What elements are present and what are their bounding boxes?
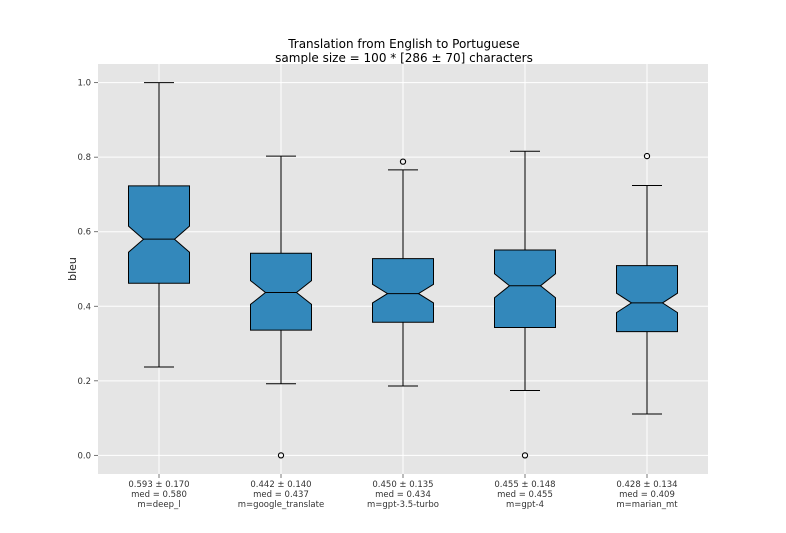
outlier-point [399, 158, 407, 165]
notched-box [616, 265, 678, 333]
x-tick-label: m=marian_mt [616, 500, 678, 510]
x-tick-label: m=gpt-4 [506, 500, 544, 510]
x-tick-label: med = 0.409 [619, 490, 675, 500]
x-tick-label: med = 0.455 [497, 490, 553, 500]
notched-box [372, 258, 434, 323]
notched-box [128, 185, 190, 284]
x-tick-label: 0.442 ± 0.140 [250, 480, 311, 490]
y-tick-label: 1.0 [77, 79, 91, 89]
y-tick-label: 0.0 [77, 451, 91, 461]
x-tick-label: 0.593 ± 0.170 [128, 480, 189, 490]
outlier-point [277, 452, 285, 459]
y-tick-label: 0.6 [77, 228, 91, 238]
box-4 [616, 152, 678, 415]
notched-box [494, 249, 556, 328]
x-tick-label: 0.450 ± 0.135 [372, 480, 433, 490]
y-axis-ticks: 0.0 0.2 0.4 0.6 0.8 1.0 [77, 79, 98, 461]
x-tick-label: 0.455 ± 0.148 [494, 480, 555, 490]
outlier-point [521, 452, 529, 459]
box-3 [494, 150, 556, 459]
box-1 [250, 155, 312, 459]
y-axis-label: bleu [66, 257, 79, 281]
box-2 [372, 158, 434, 387]
y-tick-label: 0.4 [77, 302, 91, 312]
notched-box [250, 252, 312, 331]
x-tick-label: med = 0.434 [375, 490, 431, 500]
x-tick-label: 0.428 ± 0.134 [616, 480, 677, 490]
boxes [128, 82, 678, 459]
x-tick-label: med = 0.580 [131, 490, 187, 500]
y-tick-label: 0.2 [77, 377, 91, 387]
chart-title: Translation from English to Portuguese [287, 37, 520, 51]
outlier-point [643, 152, 651, 160]
x-tick-label: m=google_translate [238, 500, 324, 510]
x-tick-label: m=deep_l [137, 500, 180, 510]
box-0 [128, 82, 190, 368]
x-tick-label: m=gpt-3.5-turbo [367, 500, 439, 510]
y-tick-label: 0.8 [77, 153, 91, 163]
x-tick-label: med = 0.437 [253, 490, 309, 500]
chart-subtitle: sample size = 100 * [286 ± 70] character… [275, 51, 533, 65]
